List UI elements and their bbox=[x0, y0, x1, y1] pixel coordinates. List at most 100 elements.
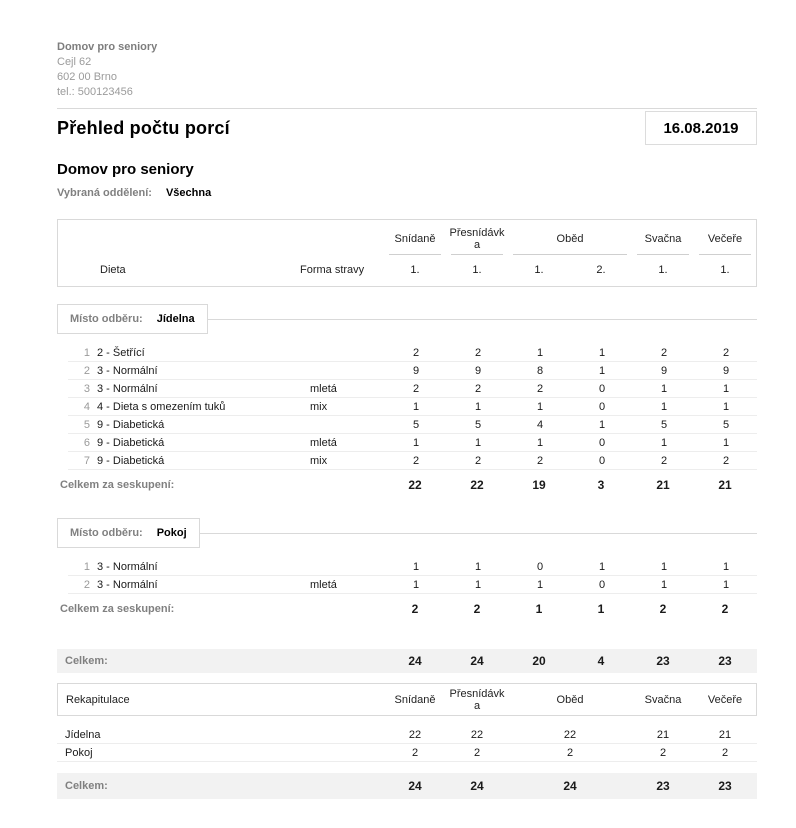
portion-count: 5 bbox=[474, 418, 482, 431]
row-number: 6 bbox=[83, 436, 90, 449]
meal-column-snidane: Snídaně bbox=[384, 223, 446, 255]
portion-count: 1 bbox=[536, 578, 544, 591]
place-box: Místo odběru: Pokoj bbox=[57, 518, 200, 548]
portion-count: 1 bbox=[598, 418, 606, 431]
portion-count: 0 bbox=[598, 454, 606, 467]
diet-name: 3 - Normální bbox=[97, 364, 158, 377]
subtotal-value: 21 bbox=[656, 478, 670, 492]
diet-name: 9 - Diabetická bbox=[97, 418, 165, 431]
meal-column-underline bbox=[699, 254, 751, 255]
diet-name: 2 - Šetřící bbox=[97, 346, 145, 359]
org-phone: tel.: 500123456 bbox=[57, 86, 133, 98]
portion-count: 1 bbox=[722, 560, 730, 573]
grand-total-value: 4 bbox=[597, 654, 605, 668]
table-row: 2 3 - Normální 9 9 8 1 9 9 bbox=[68, 362, 757, 380]
portion-count: 1 bbox=[474, 578, 482, 591]
recap-total-value: 23 bbox=[656, 779, 670, 793]
recap-total-value: 23 bbox=[718, 779, 732, 793]
meal-column-label: Oběd bbox=[556, 232, 584, 245]
meal-column-label: Přesnídávka bbox=[449, 226, 505, 251]
portion-count: 0 bbox=[598, 436, 606, 449]
table-header: Snídaně Přesnídávka Oběd Svačna Večeře bbox=[57, 219, 757, 287]
org-name: Domov pro seniory bbox=[57, 41, 158, 53]
subtotal-value: 3 bbox=[597, 478, 605, 492]
portion-col-label: 1. bbox=[410, 264, 420, 276]
meal-column-underline bbox=[513, 254, 627, 255]
meal-column-underline bbox=[637, 254, 689, 255]
row-number: 3 bbox=[83, 382, 90, 395]
food-form: mletá bbox=[310, 436, 337, 449]
place-group-header-pokoj: Místo odběru: Pokoj bbox=[57, 518, 757, 548]
recap-title: Rekapitulace bbox=[66, 693, 130, 706]
org-street: Cejl 62 bbox=[57, 56, 92, 68]
recap-place-name: Pokoj bbox=[65, 746, 93, 759]
group-subtotal-pokoj: Celkem za seskupení: 2 2 1 1 2 2 bbox=[57, 596, 757, 622]
diet-name: 4 - Dieta s omezením tuků bbox=[97, 400, 226, 413]
grand-total-row: Celkem: 24 24 20 4 23 23 bbox=[57, 649, 757, 673]
meal-column-presnidavka: Přesnídávka bbox=[446, 223, 508, 255]
table-row: 2 3 - Normální mletá 1 1 1 0 1 1 bbox=[68, 576, 757, 594]
portion-count: 2 bbox=[474, 454, 482, 467]
recap-rows: Jídelna 22 22 22 21 21 Pokoj 2 2 2 2 2 bbox=[57, 726, 757, 762]
recap-header: Rekapitulace Snídaně Přesnídávka Oběd Sv… bbox=[57, 683, 757, 716]
row-number: 2 bbox=[83, 578, 90, 591]
group-subtotal-jidelna: Celkem za seskupení: 22 22 19 3 21 21 bbox=[57, 472, 757, 498]
selected-departments-value: Všechna bbox=[165, 187, 212, 199]
recap-count: 22 bbox=[470, 728, 484, 741]
portion-count: 2 bbox=[660, 346, 668, 359]
recap-count: 2 bbox=[721, 746, 729, 759]
portion-count: 2 bbox=[412, 382, 420, 395]
table-row: 1 2 - Šetřící 2 2 1 1 2 2 bbox=[68, 344, 757, 362]
recap-count: 2 bbox=[473, 746, 481, 759]
meal-column-svacna: Svačna bbox=[632, 223, 694, 255]
portion-count: 1 bbox=[598, 560, 606, 573]
portion-count: 1 bbox=[722, 382, 730, 395]
recap-count: 2 bbox=[659, 746, 667, 759]
recap-row: Jídelna 22 22 22 21 21 bbox=[57, 726, 757, 744]
subtotal-value: 19 bbox=[532, 478, 546, 492]
report-date: 16.08.2019 bbox=[645, 111, 757, 145]
header-divider bbox=[57, 108, 757, 109]
place-value: Jídelna bbox=[156, 313, 195, 325]
portion-col-label: 1. bbox=[658, 264, 668, 276]
subtotal-value: 22 bbox=[408, 478, 422, 492]
jidelna-rows: 1 2 - Šetřící 2 2 1 1 2 2 2 3 - Normální… bbox=[68, 344, 757, 470]
portion-count: 1 bbox=[412, 578, 420, 591]
food-form: mix bbox=[310, 454, 328, 467]
recap-count: 2 bbox=[411, 746, 419, 759]
portion-count: 0 bbox=[598, 578, 606, 591]
portion-count: 1 bbox=[474, 560, 482, 573]
portion-count: 1 bbox=[412, 436, 420, 449]
subtotal-value: 22 bbox=[470, 478, 484, 492]
meal-column-underline bbox=[389, 254, 441, 255]
portion-count: 1 bbox=[412, 400, 420, 413]
portion-count: 2 bbox=[536, 454, 544, 467]
portion-count: 8 bbox=[536, 364, 544, 377]
food-form: mletá bbox=[310, 382, 337, 395]
portion-count: 2 bbox=[412, 454, 420, 467]
subtotal-value: 21 bbox=[718, 478, 732, 492]
meal-column-obed: Oběd bbox=[508, 223, 632, 255]
row-number: 7 bbox=[83, 454, 90, 467]
table-row: 1 3 - Normální 1 1 0 1 1 1 bbox=[68, 558, 757, 576]
portion-count: 5 bbox=[412, 418, 420, 431]
portion-count: 1 bbox=[660, 400, 668, 413]
meal-column-label: Večeře bbox=[707, 232, 743, 245]
portion-count: 1 bbox=[660, 578, 668, 591]
recap-count: 22 bbox=[408, 728, 422, 741]
portion-count: 1 bbox=[598, 346, 606, 359]
food-form: mix bbox=[310, 400, 328, 413]
portion-count: 4 bbox=[536, 418, 544, 431]
portion-count: 1 bbox=[536, 400, 544, 413]
place-group-header-jidelna: Místo odběru: Jídelna bbox=[57, 304, 757, 334]
recap-column-label: Snídaně bbox=[394, 693, 436, 706]
place-rule bbox=[207, 318, 757, 320]
recap-place-name: Jídelna bbox=[65, 728, 101, 741]
meal-column-label: Svačna bbox=[644, 232, 682, 245]
table-row: 7 9 - Diabetická mix 2 2 2 0 2 2 bbox=[68, 452, 757, 470]
subtotal-value: 1 bbox=[597, 602, 605, 616]
recap-count: 21 bbox=[718, 728, 732, 741]
portion-count: 1 bbox=[722, 578, 730, 591]
diet-name: 9 - Diabetická bbox=[97, 436, 165, 449]
